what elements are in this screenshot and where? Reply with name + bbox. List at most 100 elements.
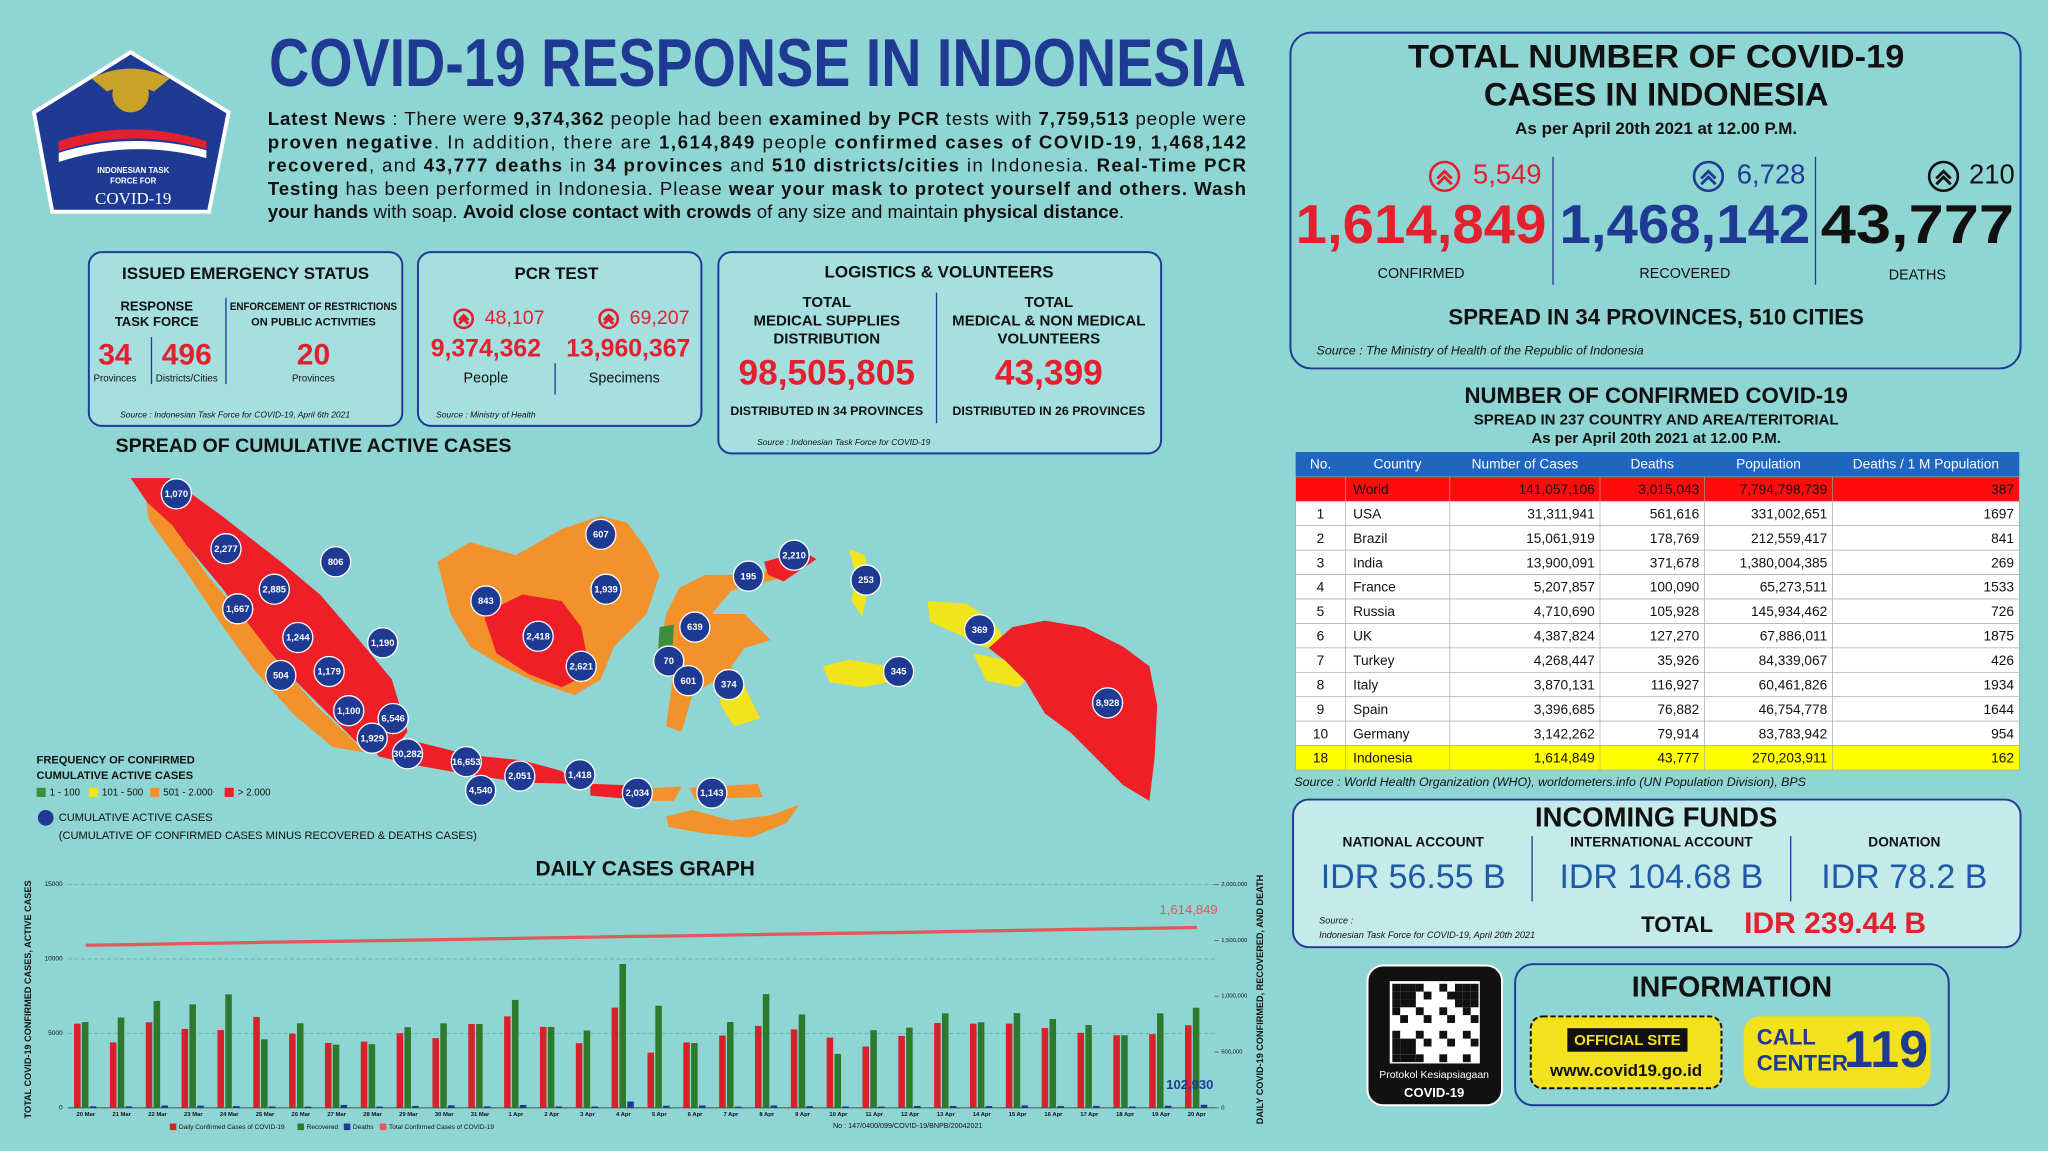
bar <box>798 1014 806 1108</box>
news-segment: wear your mask to protect yourself and o… <box>728 178 1246 199</box>
qr-caption: Protokol Kesiapsiagaan <box>1379 1070 1489 1081</box>
bar <box>942 1013 949 1108</box>
bar <box>691 1043 698 1108</box>
label: MEDICAL SUPPLIES <box>753 312 900 329</box>
spread: SPREAD IN 34 PROVINCES, 510 CITIES <box>1448 305 1863 330</box>
map-bubble-label: 1,100 <box>337 705 360 716</box>
bar <box>396 1033 404 1108</box>
map-bubble-label: 806 <box>328 556 344 567</box>
table-cell: 212,559,417 <box>1751 531 1827 546</box>
table-cell: 1 <box>1317 506 1325 521</box>
table-cell: 1875 <box>1984 629 2015 644</box>
table-subtitle: SPREAD IN 237 COUNTRY AND AREA/TERITORIA… <box>1474 412 1839 429</box>
bar <box>74 1023 81 1108</box>
source: Source : World Health Organization (WHO)… <box>1294 775 1806 789</box>
bar <box>770 1105 778 1108</box>
source: Source : Ministry of Health <box>436 410 536 420</box>
up-icon <box>453 308 475 330</box>
qr-module <box>1470 999 1479 1008</box>
table-cell: 84,339,067 <box>1759 653 1828 668</box>
news-segment: Latest News <box>268 108 386 129</box>
value: 1,614,849 <box>1296 193 1547 255</box>
bar <box>1121 1035 1128 1108</box>
amount: IDR 78.2 B <box>1821 858 1987 896</box>
up-icon-arrow <box>603 317 615 325</box>
table-cell: 46,754,778 <box>1759 702 1828 717</box>
table-cell: 371,678 <box>1650 555 1700 570</box>
news-segment: people were <box>1129 108 1246 129</box>
bar <box>906 1027 913 1108</box>
legend-swatch <box>297 1123 305 1131</box>
bar <box>483 1106 491 1108</box>
x-tick-label: 7 Apr <box>724 1112 739 1118</box>
table-cell: 18 <box>1313 751 1329 766</box>
table-cell: 1,614,849 <box>1534 751 1595 766</box>
source: Source : Indonesian Task Force for COVID… <box>120 410 350 420</box>
map-bubble <box>464 774 497 807</box>
qr-module <box>1392 991 1401 1000</box>
legend-bubble <box>37 810 54 826</box>
qr-module <box>1470 983 1479 992</box>
y2-tick-label: 1,000,000 <box>1221 994 1248 1000</box>
map-bubble-label: 2,210 <box>782 549 805 560</box>
up-icon-arrow <box>1935 169 1952 180</box>
bar <box>1021 1105 1029 1108</box>
up-icon <box>1692 160 1725 193</box>
bar <box>189 1004 196 1108</box>
qr-module <box>1462 1054 1471 1063</box>
table-cell: 31,311,941 <box>1527 506 1595 521</box>
news-segment: 1,468,142 <box>1151 131 1246 152</box>
qr-module <box>1415 1030 1424 1039</box>
value-new: 210 <box>1969 159 2015 190</box>
label: CONFIRMED <box>1378 266 1465 282</box>
bar <box>934 1022 941 1108</box>
news-line: proven negative. In addition, there are … <box>268 131 1246 152</box>
map-bubble-label: 6,546 <box>381 713 404 724</box>
news-segment: 43,777 deaths <box>424 155 562 176</box>
map-bubble <box>504 760 536 792</box>
table-cell: 3,142,262 <box>1534 726 1595 741</box>
news-segment: 9,374,362 <box>513 108 603 129</box>
map-bubble <box>565 650 597 682</box>
table-cell: 3,870,131 <box>1534 677 1595 692</box>
table-cell: 162 <box>1991 751 2014 766</box>
value: 43,777 <box>1821 193 2014 255</box>
y-tick-label: 10000 <box>45 956 63 963</box>
table-cell: 1644 <box>1984 702 2015 717</box>
table-row <box>1295 525 2020 551</box>
map-bubble <box>160 478 192 510</box>
map-bubble-label: 369 <box>972 624 988 635</box>
bar <box>197 1105 204 1108</box>
map-bubble <box>356 722 388 754</box>
news-line: your hands with soap. Avoid close contac… <box>268 201 1124 222</box>
map-bubble-label: 607 <box>593 528 609 539</box>
bar <box>476 1023 483 1108</box>
map-bubble <box>882 655 915 688</box>
map-bubble <box>653 645 685 677</box>
map-bubble-label: 70 <box>664 655 674 666</box>
legend-swatch <box>88 787 98 797</box>
map-bubble <box>564 759 596 791</box>
table-cell: 5 <box>1317 604 1325 619</box>
table-cell: 7,794,798,739 <box>1740 482 1828 497</box>
value-new: 48,107 <box>485 307 545 329</box>
y2-tick-label: 1,500,000 <box>1221 938 1248 944</box>
qr-module <box>1462 983 1471 992</box>
qr-module <box>1455 999 1463 1008</box>
table-row <box>1295 671 2020 698</box>
bar <box>125 1106 133 1108</box>
bar <box>233 1106 240 1108</box>
qr-module <box>1400 983 1408 992</box>
bar <box>1192 1007 1200 1108</box>
table-cell: 105,928 <box>1650 604 1700 619</box>
label: ON PUBLIC ACTIVITIES <box>251 317 376 329</box>
map-bubble <box>522 620 554 652</box>
y-tick-label: 0 <box>59 1105 63 1112</box>
legend-label: 501 - 2.000 <box>163 788 213 799</box>
x-tick-label: 17 Apr <box>1080 1112 1099 1118</box>
table-row <box>1295 720 2020 746</box>
label: VOLUNTEERS <box>998 331 1101 348</box>
news-segment: people <box>756 131 833 152</box>
